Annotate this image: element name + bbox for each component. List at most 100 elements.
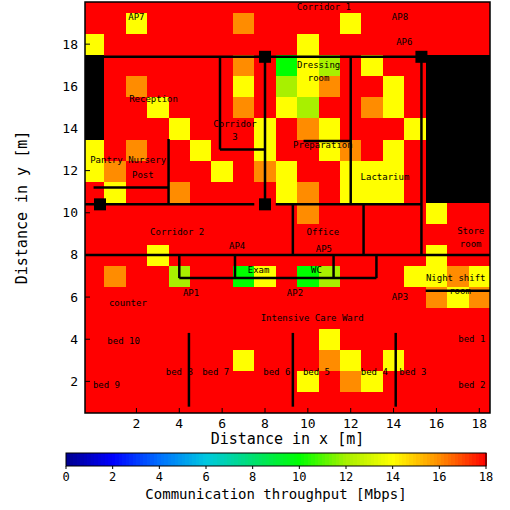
colorbar-swatch [283,453,287,466]
colorbar-swatch [399,453,403,466]
heat-cell [276,13,298,35]
heat-cell [447,97,469,119]
heat-cell [361,13,383,35]
heat-cell [126,350,148,372]
colorbar-swatch [94,453,98,466]
heat-cell [85,350,105,372]
heat-cell [383,223,405,245]
heat-cell [211,181,233,203]
heat-cell [104,118,126,140]
colorbar-swatch [462,453,466,466]
heat-cell [147,2,169,13]
heat-cell [319,287,341,309]
heat-cell [361,118,383,140]
colorbar-swatch [360,453,364,466]
colorbar-swatch [168,453,172,466]
heat-cell [85,308,105,330]
room-label: Lactarium [361,172,410,182]
heat-cell [276,97,298,119]
colorbar-swatch [332,453,336,466]
colorbar-swatch [336,453,340,466]
heat-cell [276,118,298,140]
heat-cell [297,13,319,35]
colorbar-tick [439,466,440,469]
colorbar-swatch [280,453,284,466]
colorbar-swatch [388,453,392,466]
x-axis-title: Distance in x [m] [211,430,365,448]
heat-cell [254,329,276,351]
colorbar-swatch [416,453,420,466]
colorbar-swatch [420,453,424,466]
heat-cell [276,223,298,245]
heat-cell [340,287,362,309]
y-tick-label: 18 [62,37,78,52]
colorbar-swatch [108,453,112,466]
heat-cell [383,308,405,330]
heat-cell [211,34,233,56]
room-label: Exam [248,265,270,275]
heat-cell [340,392,362,413]
colorbar-tick-label: 2 [109,470,116,484]
colorbar-tick-label: 8 [249,470,256,484]
heat-cell [340,371,362,393]
room-label: AP1 [183,288,199,298]
colorbar-swatch [122,453,126,466]
heat-cell [383,76,405,98]
heat-cell [340,329,362,351]
heat-cell [104,308,126,330]
heat-cell [85,34,105,56]
heat-cell [447,160,469,182]
y-tick-label: 4 [70,332,78,347]
heat-cell [233,350,255,372]
heat-cell [85,287,105,309]
heat-cell [361,287,383,309]
heat-cell [426,13,448,35]
colorbar-swatch [269,453,273,466]
room-label: counter [109,298,148,308]
colorbar-swatch [203,453,207,466]
pillar [259,198,271,210]
heat-cell [211,392,233,413]
colorbar-swatch [266,453,270,466]
room-label: AP2 [287,288,303,298]
x-tick-label: 16 [429,416,445,431]
room-label: Store [457,226,484,236]
y-tick-label: 16 [62,79,78,94]
chart-container: Corridor 1AP7AP8AP6ReceptionDressingroom… [0,0,510,510]
colorbar-swatch [465,453,469,466]
colorbar-swatch [434,453,438,466]
heat-cell [147,13,169,35]
heat-cell [426,160,448,182]
heat-cell [276,181,298,203]
colorbar-swatch [105,453,109,466]
heat-cell [426,76,448,98]
colorbar-tick-label: 4 [156,470,163,484]
colorbar-swatch [231,453,235,466]
heat-cell [426,55,448,77]
colorbar-tick [299,466,300,469]
heat-cell [404,392,426,413]
colorbar-swatch [189,453,193,466]
heat-cell [383,181,405,203]
room-label: room [460,239,482,249]
room-label: Post [132,170,154,180]
colorbar-swatch [192,453,196,466]
colorbar-swatch [371,453,375,466]
colorbar-swatch [210,453,214,466]
colorbar-swatch [308,453,312,466]
colorbar-swatch [427,453,431,466]
room-label: AP5 [316,244,332,254]
heat-cell [297,118,319,140]
colorbar-tick [486,466,487,469]
colorbar-swatch [458,453,462,466]
heat-cell [169,308,191,330]
colorbar-swatch [87,453,91,466]
heat-cell [233,308,255,330]
colorbar-swatch [98,453,102,466]
heat-cell [447,13,469,35]
heat-cell [383,139,405,161]
colorbar-swatch [126,453,130,466]
colorbar-swatch [301,453,305,466]
heat-cell [233,34,255,56]
heat-cell [361,308,383,330]
